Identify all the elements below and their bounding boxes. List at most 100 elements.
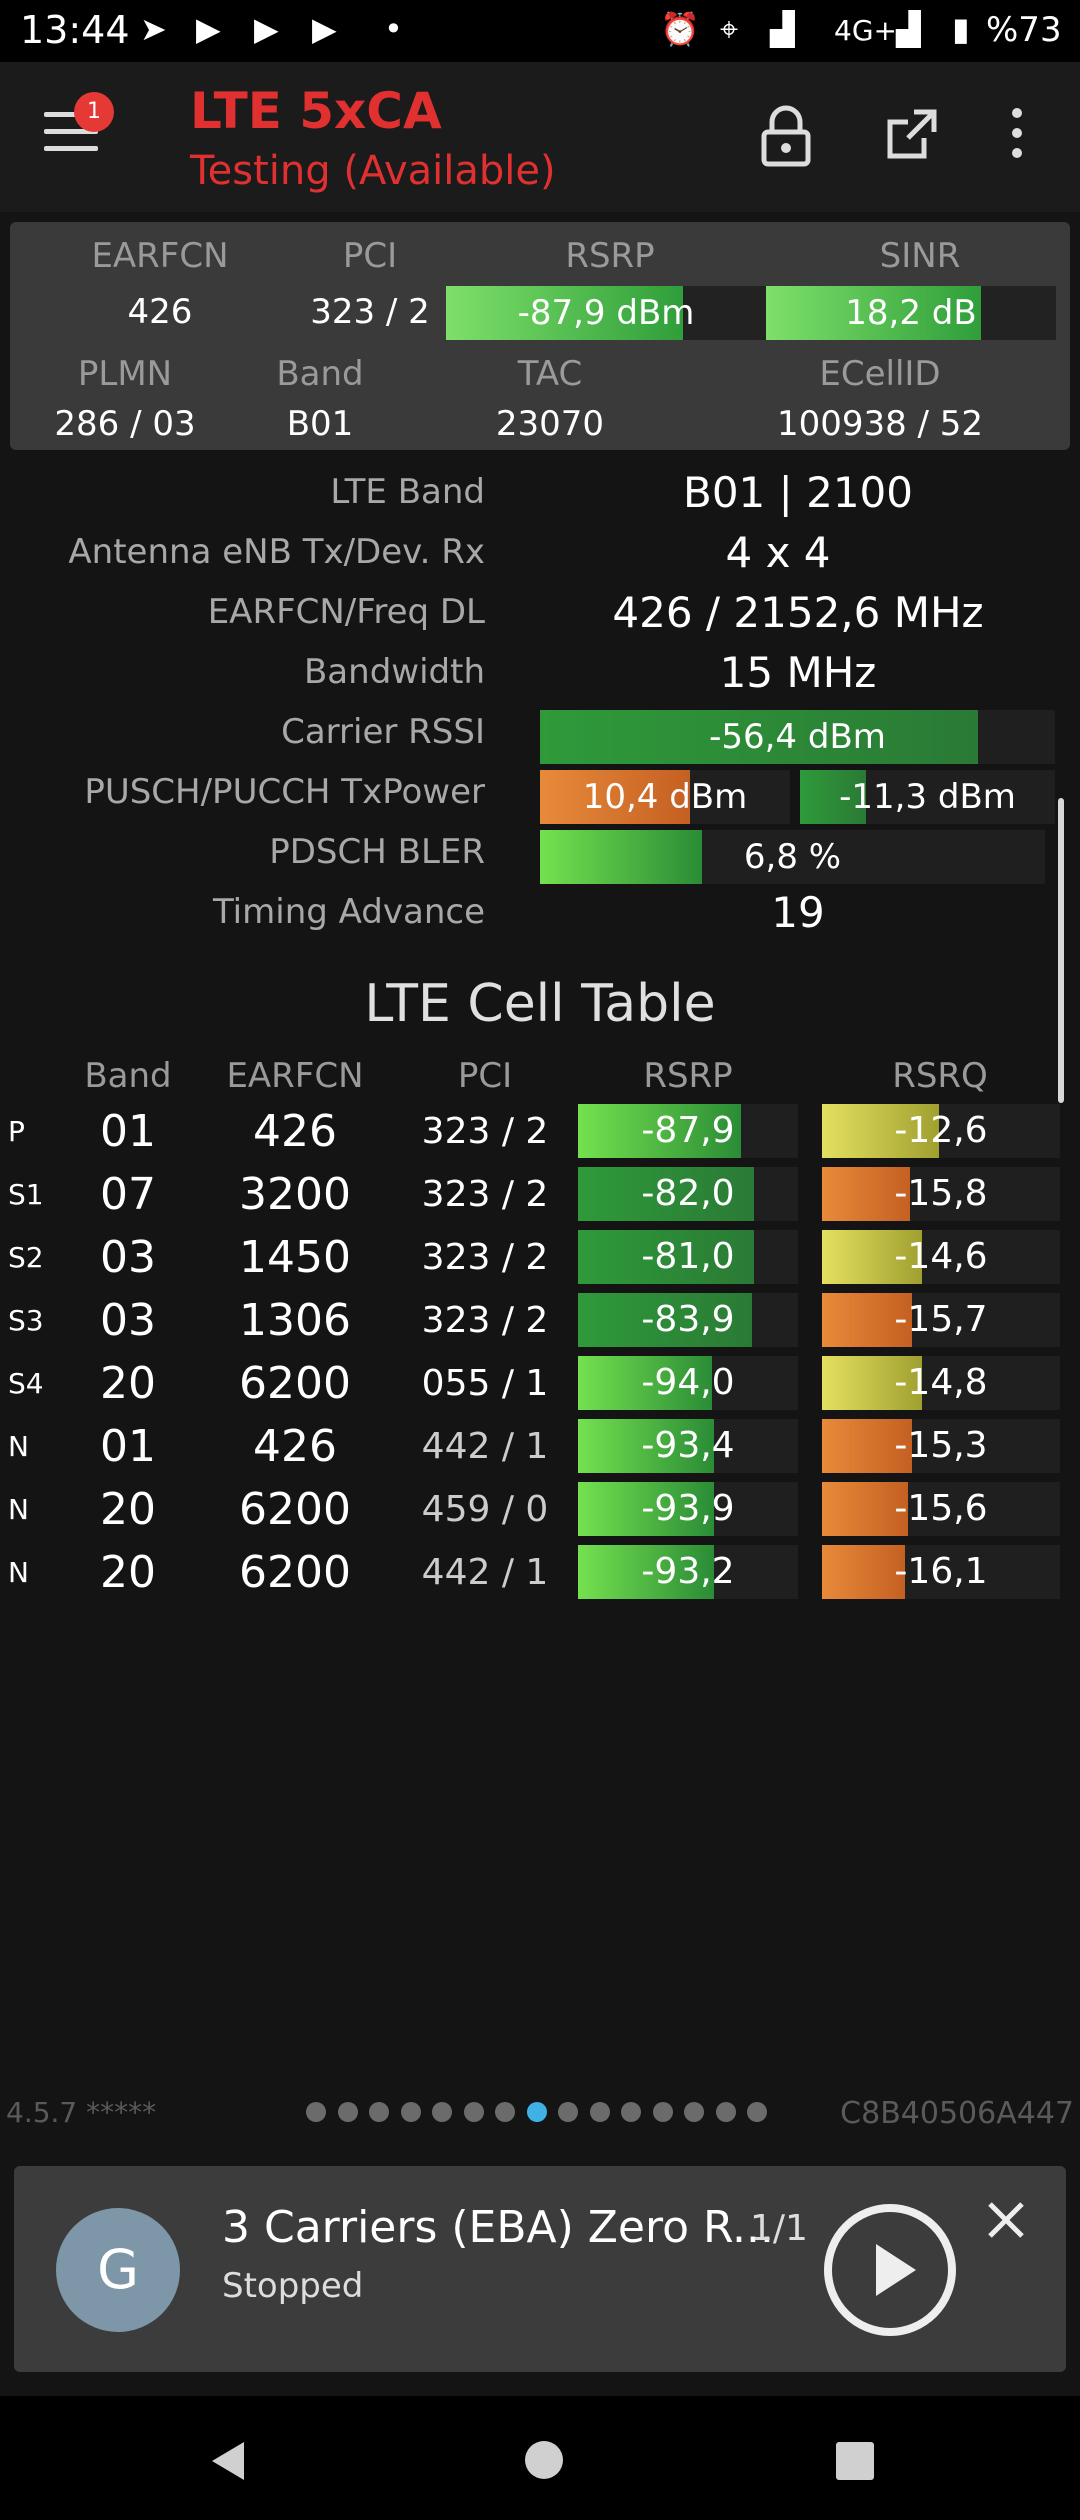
page-dot[interactable] [432,2102,452,2122]
cell-pci: 323 / 2 [421,1111,549,1152]
media-title: 3 Carriers (EBA) Zero R... [222,2202,774,2253]
battery-percent: %73 [986,10,1062,50]
txpower-label: PUSCH/PUCCH TxPower [84,772,485,812]
page-dot[interactable] [558,2102,578,2122]
page-dot[interactable] [337,2102,358,2122]
notification-badge: 1 [74,92,114,132]
page-dot[interactable] [684,2102,704,2122]
cell-type: N [8,1493,29,1526]
cell-band: 03 [100,1232,156,1283]
rsrp-bar-fill [446,286,683,340]
earfcn-freq-label: EARFCN/Freq DL [207,592,485,632]
cell-rsrq-bar: -15,3 [822,1419,1060,1473]
cell-rsrq-bar: -14,8 [822,1356,1060,1410]
cell-rsrp-bar: -93,4 [578,1419,798,1473]
cell-rsrq: -12,6 [894,1110,988,1151]
cell-rsrp-bar: -82,0 [578,1167,798,1221]
page-dot-active[interactable] [526,2102,547,2122]
table-row: N 20 6200 442 / 1 -93,2 -16,1 [0,1541,1080,1604]
lte-band-label: LTE Band [330,472,485,512]
rssi-bar-fill [540,710,978,764]
cell-rsrq-bar: -15,7 [822,1293,1060,1347]
close-icon[interactable] [986,2200,1026,2240]
page-dot[interactable] [589,2102,610,2122]
app-subtitle: Testing (Available) [190,148,556,194]
cell-type: N [8,1556,29,1589]
cell-rsrp: -94,0 [641,1362,735,1403]
cell-band: 20 [100,1484,156,1535]
cell-pci: 055 / 1 [421,1363,549,1404]
cell-rsrq: -15,7 [894,1299,988,1340]
cell-earfcn: 6200 [239,1547,351,1598]
location-icon: ⌖ [720,10,739,48]
page-dot[interactable] [715,2102,736,2122]
status-bar: 13:44 ➤ ▶ ▶ ▶ • ⏰ ⌖ ▟ 4G+ ▟ ▮ %73 [0,0,1080,62]
cell-earfcn: 426 [253,1421,337,1472]
header-earfcn: EARFCN [226,1056,364,1096]
page-dot[interactable] [747,2102,767,2122]
earfcn-freq-value: 426 / 2152,6 MHz [612,588,984,637]
media-notification[interactable]: G 3 Carriers (EBA) Zero R... 1/1 Stopped [14,2166,1066,2372]
play-icon[interactable] [822,2202,958,2338]
cell-rsrq-fill [822,1104,939,1158]
cell-pci: 459 / 0 [421,1489,549,1530]
cell-rsrq-fill [822,1167,911,1221]
pucch-value: -11,3 dBm [839,777,1016,817]
sinr-bar: 18,2 dB [766,286,1056,340]
cell-earfcn: 426 [253,1106,337,1157]
ta-label: Timing Advance [212,892,485,932]
cell-rsrp: -93,4 [641,1425,735,1466]
pucch-bar-fill [800,770,867,824]
ta-value: 19 [771,888,825,937]
device-id: C8B40506A447 [840,2096,1074,2131]
cell-pci: 323 / 2 [421,1237,549,1278]
cell-rsrp-bar: -94,0 [578,1356,798,1410]
table-row: S3 03 1306 323 / 2 -83,9 -15,7 [0,1289,1080,1352]
pusch-value: 10,4 dBm [582,777,748,817]
signal-icon: ▟ [896,10,921,48]
pci-label: PCI [342,236,398,276]
page-dot[interactable] [621,2102,641,2122]
page-dot[interactable] [400,2102,421,2122]
telegram-icon: ➤ [140,10,167,48]
lock-icon[interactable] [758,104,814,168]
cell-rsrp-fill [578,1356,713,1410]
bler-bar-fill [540,830,702,884]
home-icon[interactable] [522,2438,566,2482]
page-dot[interactable] [652,2102,673,2122]
page-dot[interactable] [463,2102,484,2122]
table-row: S4 20 6200 055 / 1 -94,0 -14,8 [0,1352,1080,1415]
cell-rsrp-bar: -93,9 [578,1482,798,1536]
alarm-icon: ⏰ [660,10,700,48]
bandwidth-value: 15 MHz [719,648,877,697]
dot-icon: • [384,10,403,48]
network-type: 4G+ [834,14,897,47]
plmn-label: PLMN [77,354,173,394]
page-dot[interactable] [495,2102,515,2122]
cell-rsrp-fill [578,1419,715,1473]
cell-rsrp-bar: -93,2 [578,1545,798,1599]
cell-rsrq: -15,8 [894,1173,988,1214]
bler-label: PDSCH BLER [269,832,485,872]
bler-value: 6,8 % [743,837,842,877]
cell-rsrq-fill [822,1482,908,1536]
back-icon[interactable] [206,2438,248,2484]
signal-icon: ▟ [770,10,795,48]
page-dot[interactable] [369,2102,389,2122]
more-vert-icon[interactable] [1012,108,1024,158]
menu-icon[interactable] [44,112,98,156]
cell-type: S4 [8,1367,44,1400]
antenna-value: 4 x 4 [725,528,831,577]
battery-icon: ▮ [952,10,970,48]
cell-rsrp: -82,0 [641,1173,735,1214]
open-external-icon[interactable] [884,106,940,162]
recents-icon[interactable] [834,2440,876,2482]
rssi-value: -56,4 dBm [709,717,886,757]
cell-rsrp-fill [578,1230,754,1284]
cell-rsrp-bar: -83,9 [578,1293,798,1347]
scrollbar[interactable] [1058,798,1064,1103]
cell-rsrq-fill [822,1545,906,1599]
cell-band: 07 [100,1169,156,1220]
earfcn-label: EARFCN [91,236,229,276]
page-dot[interactable] [306,2102,326,2122]
